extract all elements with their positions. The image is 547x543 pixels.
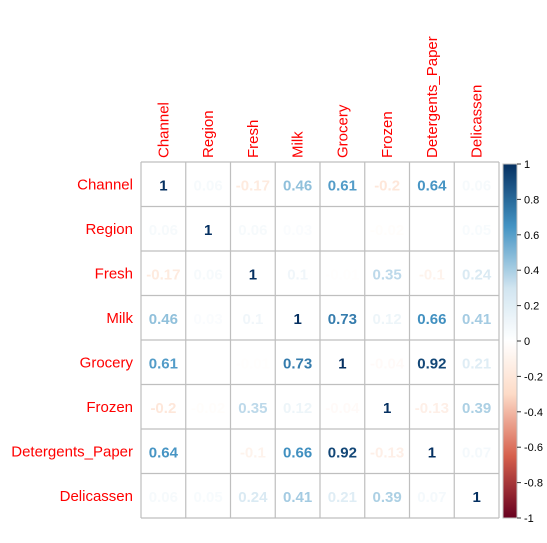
cell-value-channel-fresh: -0.17: [236, 177, 270, 194]
column-label-frozen: Frozen: [379, 111, 396, 158]
cell-value-delicassen-region: 0.05: [194, 489, 223, 506]
colorbar-tick-label: -0.8: [524, 478, 543, 490]
cell-value-detergents-paper-fresh: -0.1: [240, 444, 266, 461]
cell-value-frozen-channel: -0.2: [150, 400, 176, 417]
cell-value-grocery-fresh: -0.01: [236, 355, 270, 372]
cell-value-milk-grocery: 0.73: [328, 311, 357, 328]
cell-value-fresh-region: 0.06: [194, 266, 223, 283]
colorbar-tick-label: 0.8: [524, 194, 539, 206]
cell-value-frozen-region: -0.02: [191, 400, 225, 417]
cell-value-fresh-detergents-paper: -0.1: [419, 266, 445, 283]
colorbar-tick-label: -0.6: [524, 442, 543, 454]
cell-value-grocery-detergents-paper: 0.92: [417, 355, 446, 372]
row-label-frozen: Frozen: [86, 399, 133, 416]
cell-value-delicassen-milk: 0.41: [283, 489, 312, 506]
cell-value-channel-detergents-paper: 0.64: [417, 177, 447, 194]
cell-value-milk-detergents-paper: 0.66: [417, 311, 446, 328]
cell-value-detergents-paper-detergents-paper: 1: [428, 444, 436, 461]
cell-value-fresh-channel: -0.17: [146, 266, 180, 283]
cell-value-detergents-paper-grocery: 0.92: [328, 444, 357, 461]
cell-value-grocery-grocery: 1: [338, 355, 346, 372]
cell-value-channel-delicassen: 0.06: [462, 177, 491, 194]
cell-value-region-fresh: 0.06: [238, 222, 267, 239]
cell-value-fresh-frozen: 0.35: [373, 266, 402, 283]
column-label-grocery: Grocery: [334, 104, 351, 158]
cell-value-delicassen-detergents-paper: 0.07: [417, 489, 446, 506]
cell-value-channel-frozen: -0.2: [374, 177, 400, 194]
cell-values: 1 0.06 -0.17 0.46 0.61 -0.2 0.64 0.06 0.06 1 0.06 0…: [146, 177, 492, 506]
cell-value-delicassen-channel: 0.06: [149, 489, 178, 506]
colorbar-tick-label: -0.2: [524, 371, 543, 383]
cell-value-channel-milk: 0.46: [283, 177, 312, 194]
colorbar-tick-label: 0.4: [524, 265, 539, 277]
cell-value-channel-channel: 1: [159, 177, 167, 194]
cell-value-grocery-frozen: -0.04: [370, 355, 405, 372]
row-label-grocery: Grocery: [80, 354, 134, 371]
colorbar-tick-label: 1: [524, 159, 530, 171]
cell-value-fresh-milk: 0.1: [287, 266, 308, 283]
row-labels: Channel Region Fresh Milk Grocery Frozen Deter…: [11, 176, 133, 505]
cell-value-region-region: 1: [204, 222, 212, 239]
cell-value-fresh-fresh: 1: [249, 266, 257, 283]
row-label-channel: Channel: [77, 176, 133, 193]
cell-value-detergents-paper-milk: 0.66: [283, 444, 312, 461]
cell-value-detergents-paper-channel: 0.64: [149, 444, 179, 461]
colorbar-tick-label: 0: [524, 336, 530, 348]
cell-value-detergents-paper-frozen: -0.13: [370, 444, 404, 461]
cell-value-grocery-milk: 0.73: [283, 355, 312, 372]
cell-value-channel-grocery: 0.61: [328, 177, 357, 194]
row-label-detergents-paper: Detergents_Paper: [11, 443, 133, 460]
column-label-milk: Milk: [290, 131, 307, 158]
column-label-channel: Channel: [155, 102, 172, 158]
colorbar-tick-label: 0.2: [524, 301, 539, 313]
row-label-milk: Milk: [106, 310, 133, 327]
cell-value-milk-frozen: 0.12: [373, 311, 402, 328]
column-label-detergents-paper: Detergents_Paper: [424, 36, 441, 158]
cell-value-frozen-delicassen: 0.39: [462, 400, 491, 417]
cell-value-milk-region: 0.03: [194, 311, 223, 328]
cell-value-delicassen-delicassen: 1: [472, 489, 480, 506]
column-label-fresh: Fresh: [245, 120, 262, 158]
cell-value-grocery-delicassen: 0.21: [462, 355, 491, 372]
cell-value-frozen-frozen: 1: [383, 400, 391, 417]
colorbar-tick-label: 0.6: [524, 230, 539, 242]
cell-value-grocery-channel: 0.61: [149, 355, 178, 372]
cell-value-channel-region: 0.06: [194, 177, 223, 194]
row-label-region: Region: [85, 221, 133, 238]
row-label-fresh: Fresh: [95, 265, 133, 282]
column-labels: Channel Region Fresh Milk Grocery Frozen Deter…: [155, 36, 485, 158]
cell-value-region-delicassen: 0.05: [462, 222, 491, 239]
row-label-delicassen: Delicassen: [60, 488, 133, 505]
cell-value-frozen-grocery: -0.04: [325, 400, 360, 417]
colorbar: 1 0.8 0.6 0.4 0.2 0 -0.2 -0.4 -0.6 -0.8 -1: [502, 159, 543, 525]
cell-value-fresh-delicassen: 0.24: [462, 266, 492, 283]
cell-value-frozen-detergents-paper: -0.13: [415, 400, 449, 417]
cell-value-milk-fresh: 0.1: [242, 311, 263, 328]
colorbar-gradient: [502, 163, 518, 519]
cell-value-milk-milk: 1: [293, 311, 301, 328]
heatmap-grid: [140, 161, 500, 519]
column-label-delicassen: Delicassen: [469, 85, 486, 158]
cell-value-delicassen-fresh: 0.24: [238, 489, 268, 506]
cell-value-delicassen-frozen: 0.39: [373, 489, 402, 506]
cell-value-region-channel: 0.06: [149, 222, 178, 239]
cell-value-milk-delicassen: 0.41: [462, 311, 491, 328]
cell-value-frozen-fresh: 0.35: [238, 400, 267, 417]
cell-value-frozen-milk: 0.12: [283, 400, 312, 417]
cell-value-region-milk: 0.03: [283, 222, 312, 239]
cell-value-detergents-paper-delicassen: 0.07: [462, 444, 491, 461]
cell-value-milk-channel: 0.46: [149, 311, 178, 328]
cell-value-region-frozen: -0.02: [370, 222, 404, 239]
cell-value-fresh-grocery: -0.01: [325, 266, 359, 283]
column-label-region: Region: [200, 110, 217, 158]
cell-value-delicassen-grocery: 0.21: [328, 489, 357, 506]
colorbar-tick-label: -1: [524, 513, 534, 525]
colorbar-tick-label: -0.4: [524, 407, 543, 419]
